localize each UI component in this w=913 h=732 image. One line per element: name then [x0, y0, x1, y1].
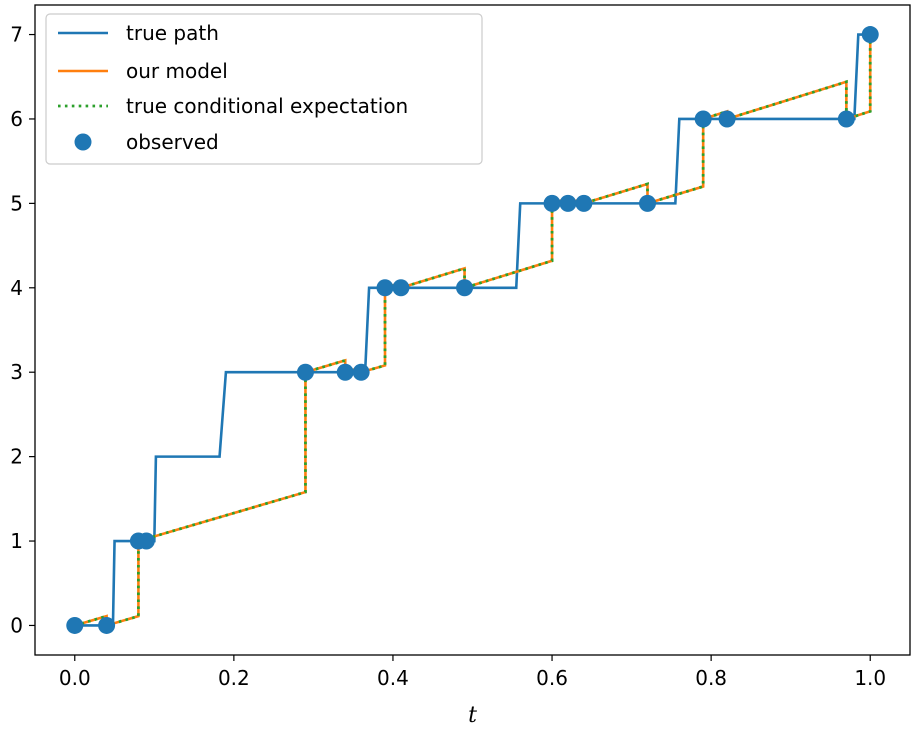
- observed-point: [376, 279, 394, 297]
- axes-frame: [34, 4, 911, 656]
- observed-point: [837, 110, 855, 128]
- y-tick-label: 0: [10, 613, 23, 637]
- observed-point: [543, 194, 561, 212]
- y-tick-label: 4: [10, 276, 23, 300]
- observed-point: [861, 26, 879, 44]
- y-tick-label: 7: [10, 23, 23, 47]
- y-tick-label: 2: [10, 445, 23, 469]
- x-tick-label: 0.8: [695, 666, 727, 690]
- y-tick-label: 3: [10, 360, 23, 384]
- observed-point: [456, 279, 474, 297]
- y-tick-label: 6: [10, 107, 23, 131]
- x-tick-label: 0.6: [536, 666, 568, 690]
- legend-box: [45, 13, 483, 165]
- legend-label-2: our model: [126, 59, 228, 83]
- observed-point: [718, 110, 736, 128]
- x-tick-label: 0.2: [218, 666, 250, 690]
- axes: 0.0 0.2 0.4 0.6 0.8 1.0 0 1 2 3 4 5 6 7 t: [10, 4, 911, 728]
- observed-point: [137, 532, 155, 550]
- observed-point: [66, 616, 84, 634]
- observed-point: [98, 616, 116, 634]
- observed-point: [575, 194, 593, 212]
- legend-swatch-observed: [74, 133, 92, 151]
- legend-label-3: true conditional expectation: [126, 94, 408, 118]
- observed-point: [336, 363, 354, 381]
- plot-area: [66, 26, 879, 634]
- legend-label-4: observed: [126, 130, 219, 154]
- y-tick-label: 1: [10, 529, 23, 553]
- legend: true path our model true conditional expec…: [45, 13, 483, 165]
- observed-point: [392, 279, 410, 297]
- x-tick-label: 0.0: [59, 666, 91, 690]
- y-tick-label: 5: [10, 191, 23, 215]
- x-tick-label: 1.0: [854, 666, 886, 690]
- observed-point: [694, 110, 712, 128]
- x-axis-label: t: [468, 703, 477, 728]
- x-tick-label: 0.4: [377, 666, 409, 690]
- observed-point: [639, 194, 656, 212]
- observed-point: [296, 363, 314, 381]
- legend-label-1: true path: [126, 21, 219, 45]
- observed-point: [559, 194, 577, 212]
- observed-point: [352, 363, 370, 381]
